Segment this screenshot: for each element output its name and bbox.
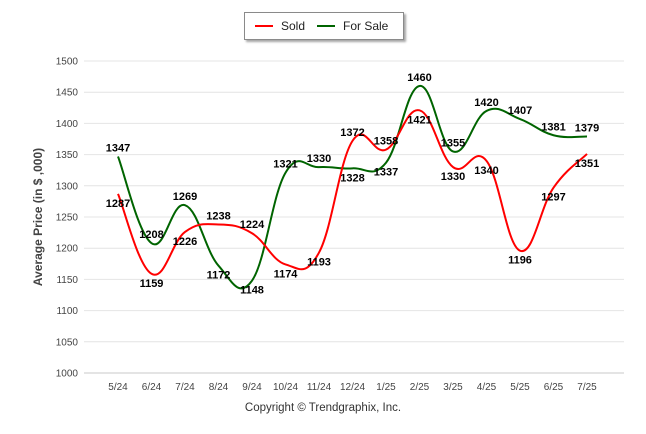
x-tick-label: 10/24 — [273, 382, 298, 393]
data-label-for-sale: 1355 — [441, 137, 465, 149]
data-label-for-sale: 1420 — [474, 97, 498, 109]
y-tick-label: 1450 — [56, 88, 79, 99]
data-label-for-sale: 1407 — [508, 105, 532, 117]
legend: Sold For Sale — [244, 12, 404, 40]
y-tick-label: 1400 — [56, 119, 79, 130]
y-axis-title: Average Price (in $ ,000) — [31, 148, 45, 286]
legend-label-sold: Sold — [281, 19, 306, 33]
legend-label-for-sale: For Sale — [343, 19, 389, 33]
x-tick-label: 7/24 — [175, 382, 195, 393]
data-label-sold: 1193 — [307, 257, 331, 269]
data-label-for-sale: 1347 — [106, 142, 130, 154]
data-label-sold: 1358 — [374, 136, 398, 148]
y-tick-label: 1200 — [56, 244, 79, 255]
y-tick-label: 1300 — [56, 181, 79, 192]
x-tick-label: 8/24 — [209, 382, 229, 393]
data-label-sold: 1340 — [474, 165, 498, 177]
data-label-sold: 1297 — [541, 192, 565, 204]
data-label-for-sale: 1460 — [407, 72, 431, 84]
data-label-for-sale: 1337 — [374, 167, 398, 179]
x-tick-label: 2/25 — [410, 382, 430, 393]
data-label-for-sale: 1321 — [273, 159, 297, 171]
x-tick-label: 4/25 — [477, 382, 497, 393]
y-tick-label: 1350 — [56, 150, 79, 161]
x-tick-label: 6/24 — [142, 382, 162, 393]
data-label-for-sale: 1381 — [541, 121, 565, 133]
y-tick-label: 1000 — [56, 369, 79, 380]
data-label-sold: 1372 — [340, 127, 364, 139]
data-label-for-sale: 1172 — [207, 270, 231, 282]
data-label-sold: 1196 — [508, 255, 532, 267]
y-tick-label: 1100 — [56, 306, 78, 317]
data-label-sold: 1224 — [240, 219, 265, 231]
x-tick-label: 1/25 — [376, 382, 396, 393]
series-line-sold — [117, 109, 588, 276]
data-label-for-sale: 1328 — [340, 172, 364, 184]
data-label-sold: 1238 — [206, 210, 230, 222]
x-tick-label: 3/25 — [443, 382, 463, 393]
x-tick-label: 11/24 — [307, 382, 332, 393]
y-tick-label: 1150 — [56, 275, 78, 286]
data-label-sold: 1330 — [441, 171, 465, 183]
data-label-for-sale: 1269 — [173, 191, 197, 203]
y-tick-label: 1250 — [56, 213, 79, 224]
x-tick-label: 12/24 — [340, 382, 365, 393]
series-line-for-sale — [117, 84, 588, 290]
copyright-text: Copyright © Trendgraphix, Inc. — [244, 402, 402, 414]
data-label-sold: 1287 — [106, 198, 130, 210]
x-tick-label: 5/24 — [108, 382, 128, 393]
data-label-sold: 1159 — [140, 278, 164, 290]
data-label-for-sale: 1379 — [575, 123, 599, 135]
x-tick-label: 7/25 — [577, 382, 597, 393]
data-label-sold: 1226 — [173, 236, 197, 248]
data-label-for-sale: 1148 — [240, 285, 264, 297]
legend-swatch-for-sale — [317, 25, 335, 27]
x-tick-label: 5/25 — [510, 382, 530, 393]
legend-item-for-sale[interactable]: For Sale — [317, 19, 388, 33]
data-label-for-sale: 1208 — [139, 229, 163, 241]
data-label-for-sale: 1330 — [307, 153, 331, 165]
x-tick-label: 9/24 — [242, 382, 262, 393]
legend-swatch-sold — [255, 25, 273, 27]
y-tick-label: 1500 — [56, 57, 79, 68]
y-tick-label: 1050 — [56, 337, 79, 348]
x-tick-label: 6/25 — [544, 382, 564, 393]
data-label-sold: 1174 — [274, 268, 299, 280]
legend-item-sold[interactable]: Sold — [255, 19, 305, 33]
data-label-sold: 1351 — [575, 158, 599, 170]
data-label-sold: 1421 — [407, 114, 431, 126]
